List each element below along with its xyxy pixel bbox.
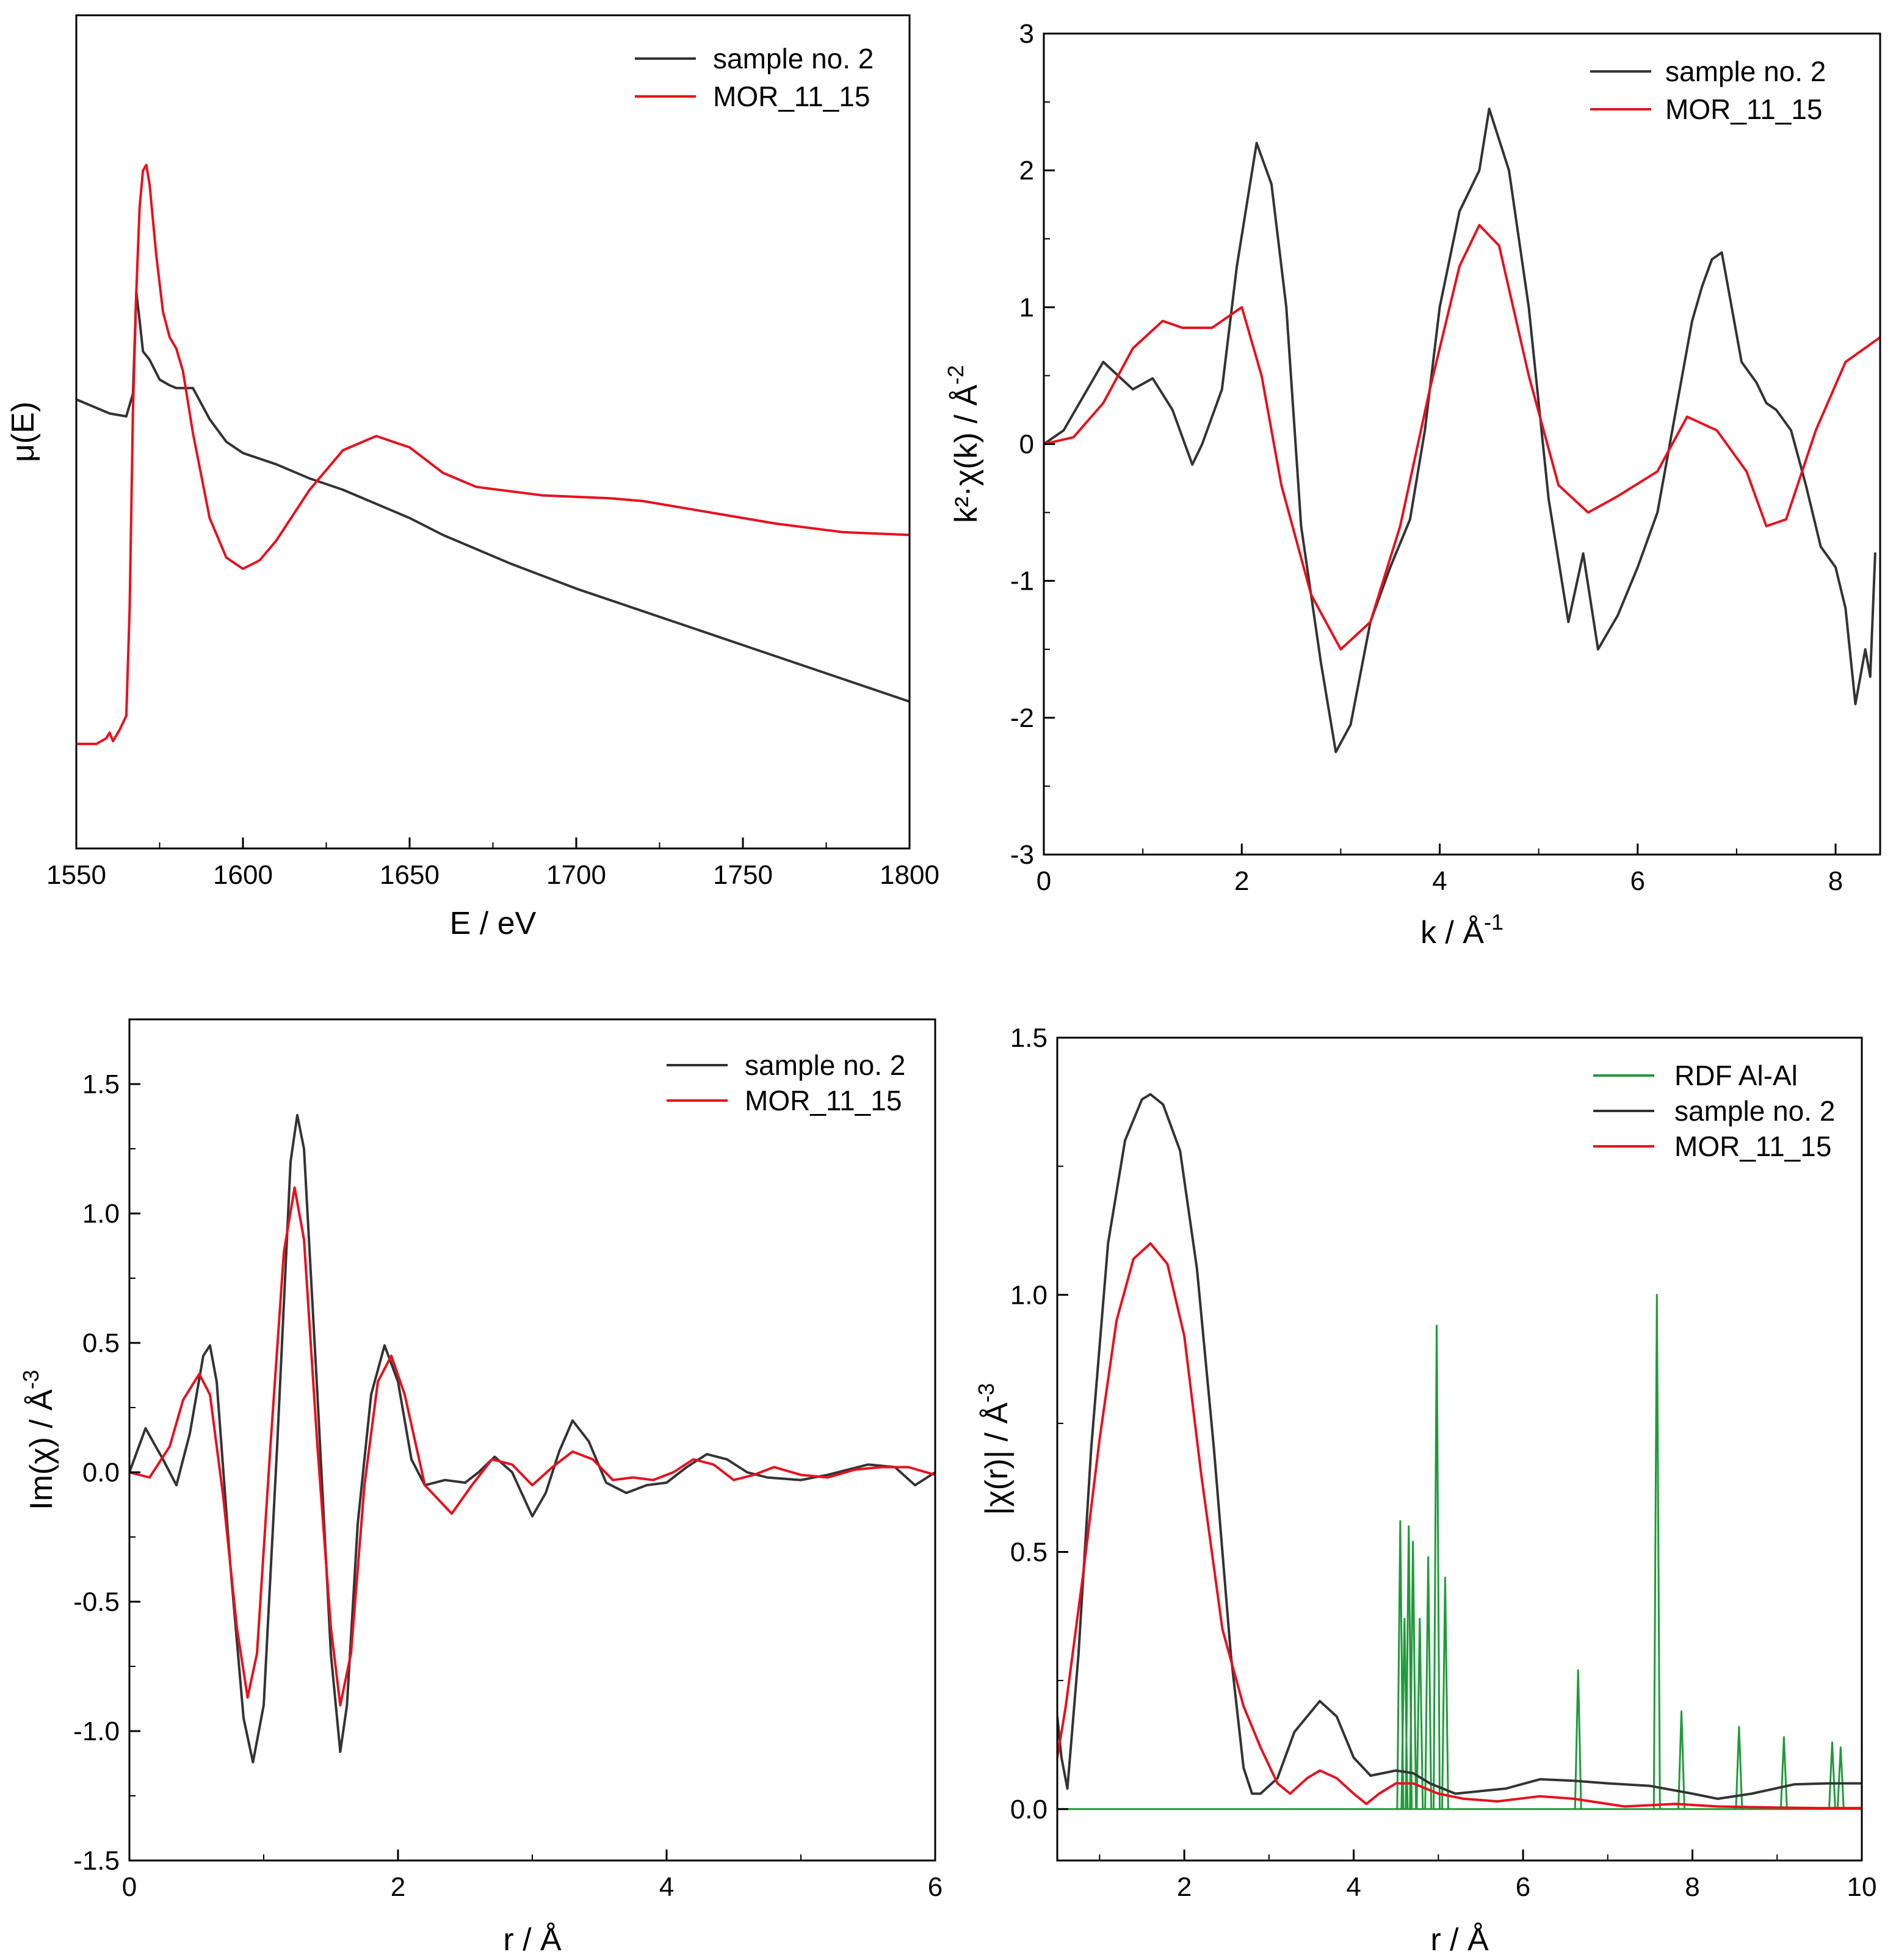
panel-magnitude: 2 4 6 8 10 0.0 0.5 1.0 1.5 r / Å |χ(r)| / Å-3 RDF A…: [974, 1023, 1876, 1958]
y-tick-label: 0.0: [82, 1458, 120, 1488]
x-tick-label: 4: [1432, 866, 1447, 896]
rdf-peak: [1433, 1325, 1441, 1809]
y-axis-title: Im(χ) / Å-3: [18, 1370, 59, 1510]
y-tick-label: 0.5: [82, 1328, 120, 1358]
y-tick-label: 0.0: [1010, 1795, 1048, 1824]
panel-xanes: 1550 1600 1650 1700 1750 1800 E / eV μ(E) sample…: [5, 14, 939, 941]
y-tick-label: 1.5: [1010, 1023, 1048, 1053]
y-tick-label: -0.5: [73, 1587, 120, 1617]
series-line-sample-no-2: [76, 291, 910, 703]
x-tick-label: 6: [928, 1872, 943, 1902]
y-tick-label: -3: [1010, 840, 1034, 870]
y-tick-label: -1.0: [73, 1716, 120, 1746]
y-axis-title: μ(E): [5, 402, 41, 462]
x-tick-label: 1700: [546, 860, 606, 890]
rdf-peak: [1441, 1577, 1449, 1809]
x-tick-label: 1750: [713, 860, 773, 890]
legend-label: RDF Al-Al: [1674, 1060, 1798, 1091]
legend-label: sample no. 2: [745, 1049, 905, 1081]
series-line-mor-11-15: [1044, 223, 1880, 651]
x-axis-title: r / Å: [1430, 1922, 1489, 1958]
x-tick-label: 2: [1177, 1872, 1192, 1902]
y-tick-label: 1: [1019, 292, 1034, 322]
x-tick-label: 8: [1828, 866, 1843, 896]
legend: sample no. 2 MOR_11_15: [1590, 56, 1826, 125]
series-line-sample-no-2: [1057, 1093, 1862, 1800]
rdf-peak: [1677, 1710, 1685, 1809]
y-tick-label: 0.5: [1010, 1538, 1048, 1568]
y-tick-label: 0: [1019, 430, 1034, 460]
rdf-peak: [1424, 1556, 1433, 1809]
x-tick-label: 1550: [46, 860, 106, 890]
x-tick-label: 1800: [880, 860, 939, 890]
y-axis-title: |χ(r)| / Å-3: [974, 1383, 1015, 1515]
y-tick-label: 1.5: [82, 1069, 120, 1099]
legend: sample no. 2 MOR_11_15: [635, 43, 874, 112]
legend-label: sample no. 2: [713, 43, 874, 74]
y-tick-label: 2: [1019, 156, 1034, 186]
series-line-mor-11-15: [76, 164, 910, 745]
x-tick-label: 2: [391, 1872, 405, 1902]
y-tick-label: 1.0: [82, 1199, 120, 1229]
x-tick-label: 6: [1630, 866, 1645, 896]
panel-kspace: 0 2 4 6 8 -3 -2 -1 0 1 2 3 k / Å-1 k²·χ(k) / Å-2 sampl…: [943, 19, 1881, 950]
x-tick-label: 10: [1847, 1872, 1877, 1902]
series-line-mor-11-15: [129, 1186, 935, 1707]
x-tick-label: 2: [1234, 866, 1249, 896]
x-tick-label: 6: [1516, 1872, 1530, 1902]
legend: sample no. 2 MOR_11_15: [667, 1049, 905, 1116]
rdf-peak: [1652, 1293, 1661, 1809]
legend-label: MOR_11_15: [1674, 1130, 1831, 1162]
y-tick-label: -1.5: [73, 1846, 120, 1876]
legend-label: MOR_11_15: [713, 81, 870, 112]
x-tick-label: 1600: [213, 860, 273, 890]
x-tick-label: 0: [122, 1872, 137, 1902]
series-line-mor-11-15: [1057, 1242, 1862, 1810]
x-tick-label: 1650: [380, 860, 440, 890]
legend-label: MOR_11_15: [1665, 93, 1822, 125]
x-tick-label: 0: [1037, 866, 1051, 896]
x-axis-title: r / Å: [503, 1922, 562, 1958]
y-tick-label: -2: [1010, 703, 1034, 733]
rdf-peak: [1836, 1746, 1845, 1809]
legend-label: sample no. 2: [1674, 1095, 1835, 1127]
x-tick-label: 4: [1346, 1872, 1361, 1902]
series-line-sample-no-2: [1044, 107, 1876, 753]
rdf-peak: [1409, 1541, 1417, 1809]
legend-label: MOR_11_15: [745, 1085, 902, 1116]
y-tick-label: 1.0: [1010, 1280, 1048, 1310]
y-tick-label: 3: [1019, 19, 1034, 49]
x-tick-label: 8: [1685, 1872, 1699, 1902]
y-axis-title: k²·χ(k) / Å-2: [943, 365, 984, 523]
y-tick-label: -1: [1010, 566, 1034, 596]
x-axis-title: k / Å-1: [1420, 909, 1503, 950]
x-axis-title: E / eV: [450, 906, 537, 941]
rdf-peak: [1828, 1741, 1836, 1809]
rdf-peak: [1735, 1726, 1743, 1809]
plot-frame: [1056, 1036, 1863, 1862]
rdf-peak: [1416, 1618, 1424, 1809]
legend-label: sample no. 2: [1665, 56, 1826, 87]
x-tick-label: 4: [659, 1872, 674, 1902]
rdf-peak: [1574, 1669, 1582, 1809]
panel-imag: 0 2 4 6 -1.5 -1.0 -0.5 0.0 0.5 1.0 1.5 r / Å Im(χ) /…: [18, 1018, 943, 1958]
